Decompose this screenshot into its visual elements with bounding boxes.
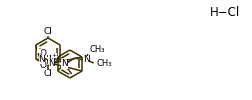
Text: +: + (51, 52, 57, 57)
Text: Cl: Cl (44, 26, 52, 36)
Text: Cl: Cl (44, 68, 52, 78)
Text: N: N (39, 55, 45, 64)
Text: H−Cl: H−Cl (210, 6, 240, 20)
Text: N: N (48, 55, 54, 64)
Text: O: O (40, 60, 47, 70)
Text: CH₃: CH₃ (97, 58, 112, 68)
Text: N: N (61, 60, 68, 68)
Text: CH₃: CH₃ (90, 46, 105, 54)
Text: N: N (83, 56, 90, 64)
Text: O: O (40, 48, 47, 58)
Text: N: N (48, 58, 55, 68)
Text: ⁻: ⁻ (37, 47, 41, 53)
